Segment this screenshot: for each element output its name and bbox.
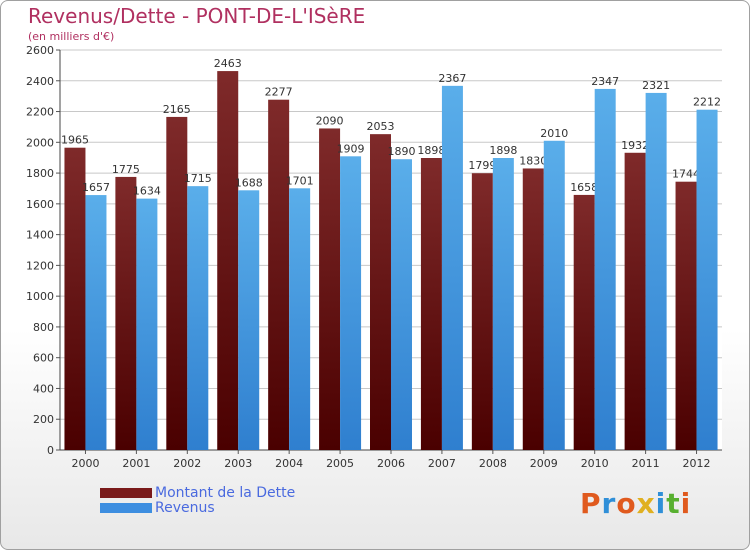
x-tick-label: 2002 xyxy=(173,457,201,470)
data-label-dette: 2053 xyxy=(367,120,395,133)
chart-title: Revenus/Dette - PONT-DE-L'ISèRE xyxy=(28,4,366,28)
legend-swatch-revenus xyxy=(100,503,152,513)
data-label-revenus: 1898 xyxy=(489,144,517,157)
data-label-revenus: 2212 xyxy=(693,96,721,109)
data-label-dette: 1799 xyxy=(468,159,496,172)
bar-dette xyxy=(471,173,493,450)
data-label-dette: 1932 xyxy=(621,139,649,152)
logo-letter: t xyxy=(666,487,681,520)
y-tick-label: 0 xyxy=(47,444,54,457)
data-label-revenus: 1909 xyxy=(337,142,365,155)
bar-dette xyxy=(675,181,697,450)
x-tick-label: 2008 xyxy=(479,457,507,470)
x-tick-label: 2000 xyxy=(71,457,99,470)
data-label-dette: 1744 xyxy=(672,168,700,181)
logo-letter: x xyxy=(636,487,656,520)
bar-revenus xyxy=(136,198,158,450)
data-label-revenus: 1890 xyxy=(388,145,416,158)
bar-revenus xyxy=(543,140,565,450)
y-tick-label: 2600 xyxy=(26,44,54,57)
y-tick-label: 200 xyxy=(33,413,54,426)
bar-dette xyxy=(319,128,341,450)
x-tick-label: 2006 xyxy=(377,457,405,470)
bar-dette xyxy=(522,168,544,450)
y-tick-label: 2200 xyxy=(26,106,54,119)
data-label-revenus: 2010 xyxy=(540,127,568,140)
bar-revenus xyxy=(340,156,362,451)
bar-revenus xyxy=(187,186,209,450)
bar-revenus xyxy=(85,195,107,450)
legend-label-dette: Montant de la Dette xyxy=(155,485,296,501)
logo-letter: P xyxy=(580,487,602,520)
data-label-revenus: 2347 xyxy=(591,75,619,88)
y-tick-label: 1200 xyxy=(26,259,54,272)
bar-revenus xyxy=(696,109,718,450)
bar-revenus xyxy=(391,159,412,450)
data-label-revenus: 2367 xyxy=(438,72,466,85)
logo-letter: i xyxy=(680,487,692,520)
x-tick-label: 2005 xyxy=(326,457,354,470)
y-tick-label: 400 xyxy=(33,382,54,395)
data-label-dette: 1965 xyxy=(61,134,89,147)
x-tick-label: 2012 xyxy=(683,457,711,470)
y-tick-label: 800 xyxy=(33,321,54,334)
data-label-dette: 2277 xyxy=(265,86,293,99)
y-tick-label: 1800 xyxy=(26,167,54,180)
bar-revenus xyxy=(238,190,260,451)
data-label-dette: 1830 xyxy=(519,154,547,167)
data-label-dette: 2463 xyxy=(214,57,242,70)
bar-dette xyxy=(64,147,86,450)
logo-letter: i xyxy=(655,487,667,520)
legend-label-revenus: Revenus xyxy=(155,500,215,516)
x-tick-label: 2011 xyxy=(632,457,660,470)
x-tick-label: 2009 xyxy=(530,457,558,470)
data-label-revenus: 2321 xyxy=(642,79,670,92)
bar-dette xyxy=(420,158,442,450)
data-label-dette: 1775 xyxy=(112,163,140,176)
data-label-revenus: 1715 xyxy=(184,172,212,185)
y-tick-label: 1000 xyxy=(26,290,54,303)
data-label-revenus: 1634 xyxy=(133,185,161,198)
y-tick-label: 1600 xyxy=(26,198,54,211)
proxiti-logo: Proxiti xyxy=(580,487,691,520)
legend-swatch-dette xyxy=(100,488,152,498)
x-tick-label: 2001 xyxy=(122,457,150,470)
x-tick-label: 2007 xyxy=(428,457,456,470)
bar-dette xyxy=(624,152,646,450)
y-tick-label: 2400 xyxy=(26,75,54,88)
data-label-dette: 2090 xyxy=(316,114,344,127)
bar-dette xyxy=(573,194,595,450)
data-label-dette: 1658 xyxy=(570,181,598,194)
data-label-revenus: 1701 xyxy=(286,174,314,187)
bar-dette xyxy=(217,71,239,451)
logo-letter: o xyxy=(616,487,637,520)
bar-revenus xyxy=(289,188,311,451)
bar-dette xyxy=(370,134,391,450)
data-label-revenus: 1688 xyxy=(235,176,263,189)
data-label-dette: 2165 xyxy=(163,103,191,116)
bar-revenus xyxy=(492,158,514,450)
x-tick-label: 2010 xyxy=(581,457,609,470)
bar-dette xyxy=(268,99,290,450)
bar-revenus xyxy=(645,92,667,450)
x-tick-label: 2004 xyxy=(275,457,303,470)
data-label-dette: 1898 xyxy=(417,144,445,157)
bar-dette xyxy=(115,176,137,450)
bar-revenus xyxy=(441,85,463,450)
bar-revenus xyxy=(594,88,616,450)
x-tick-label: 2003 xyxy=(224,457,252,470)
y-tick-label: 2000 xyxy=(26,136,54,149)
bar-dette xyxy=(166,116,188,450)
y-tick-label: 600 xyxy=(33,352,54,365)
data-label-revenus: 1657 xyxy=(82,181,110,194)
chart-subtitle: (en milliers d'€) xyxy=(28,30,115,43)
y-tick-label: 1400 xyxy=(26,229,54,242)
logo-letter: r xyxy=(601,487,617,520)
